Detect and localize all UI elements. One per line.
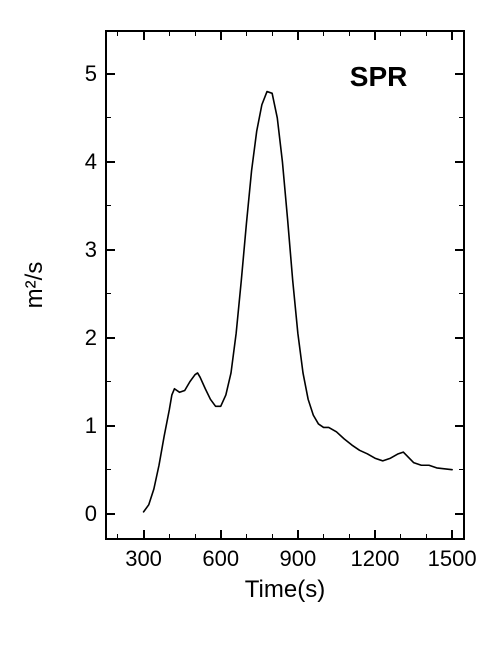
axis-tick: [349, 30, 350, 36]
axis-tick: [323, 30, 324, 36]
axis-tick: [195, 30, 196, 36]
axis-tick: [459, 117, 465, 118]
y-tick-label: 2: [73, 325, 97, 351]
axis-tick: [400, 534, 401, 540]
axis-tick: [105, 205, 111, 206]
axis-tick: [459, 30, 465, 31]
axis-tick: [459, 293, 465, 294]
axis-tick: [117, 534, 118, 540]
axis-tick: [272, 534, 273, 540]
axis-tick: [105, 381, 111, 382]
axis-tick: [272, 30, 273, 36]
series-path: [144, 92, 453, 512]
axis-tick: [455, 513, 465, 515]
axis-tick: [105, 469, 111, 470]
series-label: SPR: [350, 61, 408, 93]
axis-tick: [374, 30, 376, 40]
axis-tick: [459, 469, 465, 470]
axis-tick: [143, 30, 145, 40]
axis-tick: [105, 337, 115, 339]
axis-tick: [246, 534, 247, 540]
axis-tick: [169, 534, 170, 540]
axis-tick: [105, 513, 115, 515]
axis-tick: [117, 30, 118, 36]
axis-tick: [349, 534, 350, 540]
axis-tick: [455, 161, 465, 163]
axis-tick: [105, 30, 111, 31]
y-tick-label: 1: [73, 413, 97, 439]
x-tick-label: 900: [279, 546, 316, 572]
axis-tick: [297, 530, 299, 540]
axis-tick: [105, 249, 115, 251]
axis-tick: [455, 337, 465, 339]
data-line: [0, 0, 500, 645]
y-axis-label: m²/s: [21, 262, 49, 309]
y-tick-label: 5: [73, 61, 97, 87]
axis-tick: [426, 30, 427, 36]
y-tick-label: 4: [73, 149, 97, 175]
axis-tick: [323, 534, 324, 540]
axis-tick: [220, 30, 222, 40]
axis-tick: [220, 530, 222, 540]
axis-tick: [105, 117, 111, 118]
axis-tick: [169, 30, 170, 36]
y-tick-label: 3: [73, 237, 97, 263]
axis-tick: [297, 30, 299, 40]
axis-tick: [455, 249, 465, 251]
axis-tick: [459, 381, 465, 382]
x-tick-label: 1200: [351, 546, 400, 572]
axis-tick: [246, 30, 247, 36]
axis-tick: [105, 425, 115, 427]
axis-tick: [451, 30, 453, 40]
x-tick-label: 600: [202, 546, 239, 572]
x-tick-label: 1500: [428, 546, 477, 572]
y-tick-label: 0: [73, 501, 97, 527]
axis-tick: [400, 30, 401, 36]
axis-tick: [374, 530, 376, 540]
axis-tick: [105, 293, 111, 294]
line-chart: SPR Time(s) m²/s 300 600 900 1200 1500 0 1 2 3 4 5: [0, 0, 500, 645]
x-axis-label: Time(s): [245, 576, 325, 604]
axis-tick: [451, 530, 453, 540]
axis-tick: [459, 205, 465, 206]
axis-tick: [455, 73, 465, 75]
axis-tick: [455, 425, 465, 427]
axis-tick: [195, 534, 196, 540]
axis-tick: [105, 73, 115, 75]
axis-tick: [143, 530, 145, 540]
x-tick-label: 300: [125, 546, 162, 572]
axis-tick: [105, 161, 115, 163]
axis-tick: [426, 534, 427, 540]
